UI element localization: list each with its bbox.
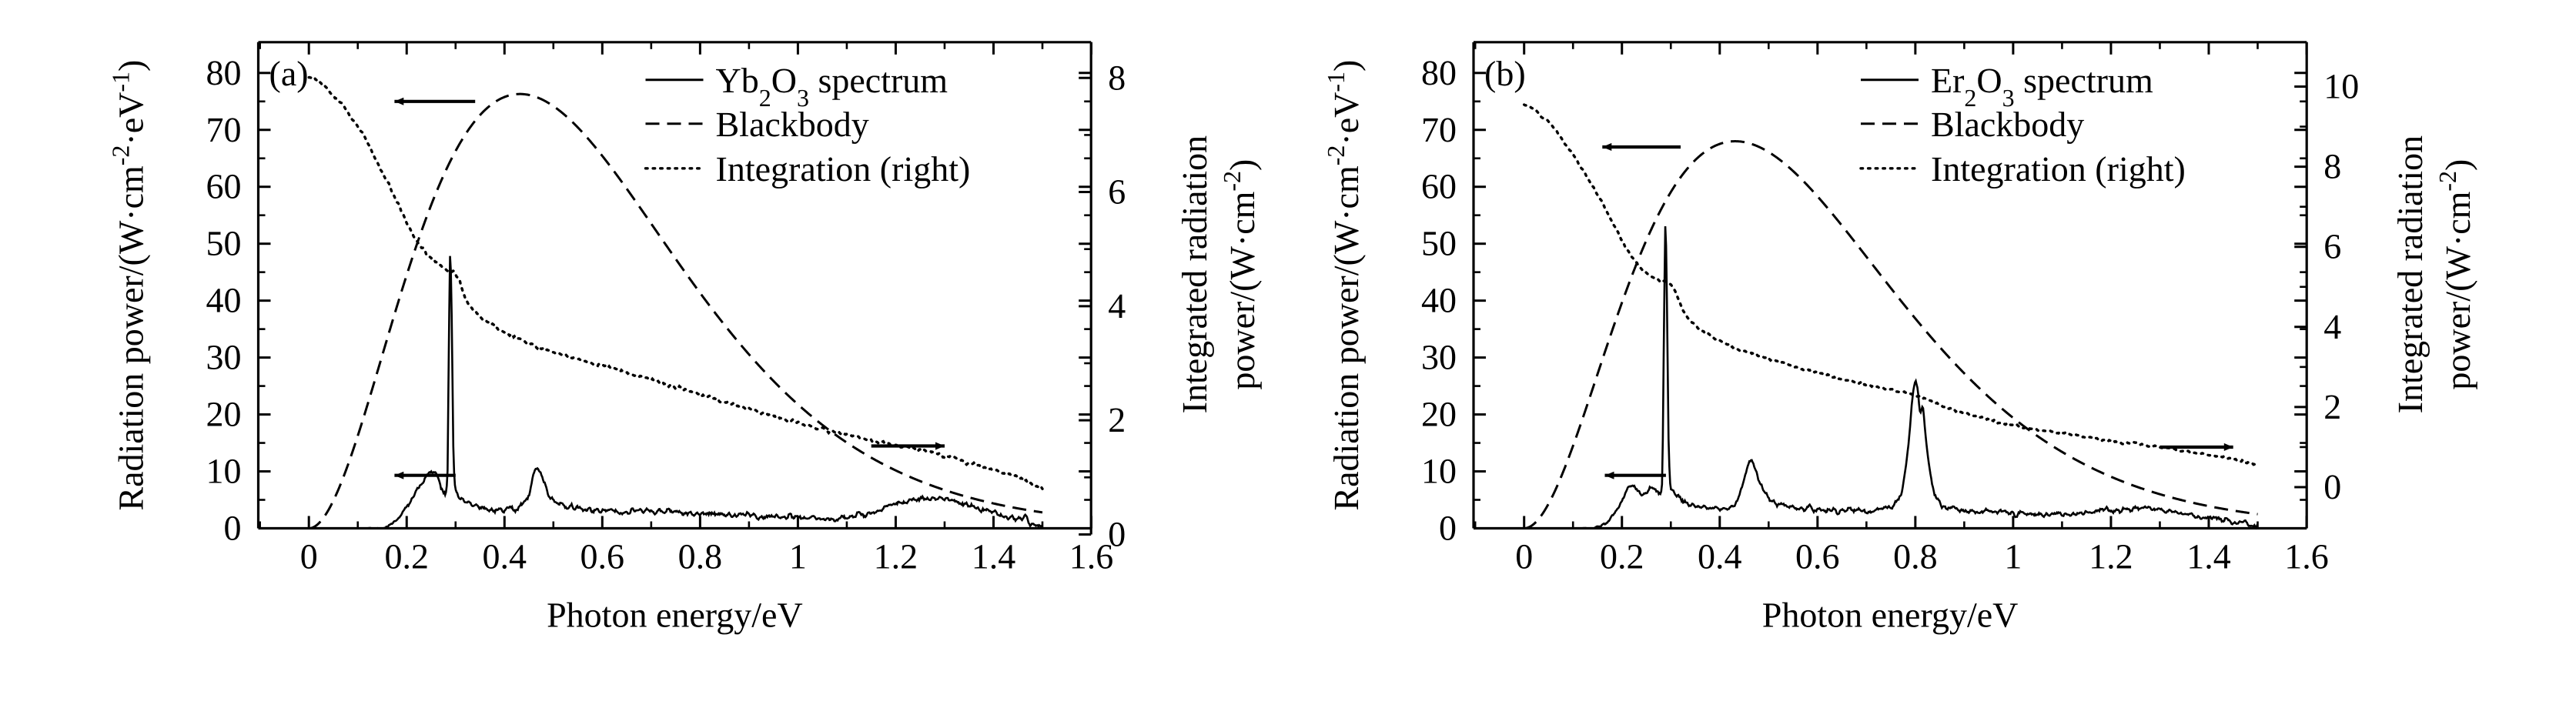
svg-text:30: 30 (1421, 338, 1457, 377)
svg-text:60: 60 (1421, 167, 1457, 206)
svg-text:0.8: 0.8 (1893, 537, 1938, 576)
svg-text:Radiation power/(W·cm-2·eV-1): Radiation power/(W·cm-2·eV-1) (1322, 60, 1366, 511)
svg-text:1.6: 1.6 (2284, 537, 2329, 576)
svg-text:40: 40 (1421, 281, 1457, 320)
svg-text:Photon energy/eV: Photon energy/eV (1762, 596, 2019, 635)
svg-text:1: 1 (789, 537, 807, 576)
svg-text:20: 20 (206, 395, 242, 434)
svg-text:40: 40 (206, 281, 242, 320)
svg-text:4: 4 (1108, 286, 1126, 326)
svg-text:power/(W·cm-2): power/(W·cm-2) (2434, 159, 2477, 390)
svg-text:Integrated radiation: Integrated radiation (2390, 135, 2430, 413)
svg-text:0: 0 (1515, 537, 1533, 576)
svg-text:1: 1 (2004, 537, 2022, 576)
svg-text:80: 80 (1421, 53, 1457, 92)
svg-text:0.6: 0.6 (580, 537, 625, 576)
svg-text:1.4: 1.4 (972, 537, 1016, 576)
svg-text:Blackbody: Blackbody (716, 105, 869, 144)
svg-text:0.6: 0.6 (1795, 537, 1840, 576)
svg-text:Radiation power/(W·cm-2·eV-1): Radiation power/(W·cm-2·eV-1) (107, 60, 151, 511)
svg-text:(b): (b) (1484, 54, 1526, 93)
svg-text:6: 6 (1108, 172, 1126, 212)
svg-text:0: 0 (224, 509, 242, 548)
svg-text:Integration (right): Integration (right) (1931, 149, 2186, 189)
svg-text:0.8: 0.8 (678, 537, 723, 576)
svg-text:0.4: 0.4 (1698, 537, 1742, 576)
svg-text:1.2: 1.2 (2089, 537, 2133, 576)
svg-text:8: 8 (1108, 58, 1126, 97)
svg-text:2: 2 (1108, 400, 1126, 439)
svg-text:10: 10 (206, 452, 242, 491)
svg-text:50: 50 (206, 224, 242, 263)
svg-text:70: 70 (1421, 110, 1457, 149)
svg-text:60: 60 (206, 167, 242, 206)
svg-text:80: 80 (206, 53, 242, 92)
svg-text:Integration (right): Integration (right) (716, 149, 971, 189)
svg-text:1.4: 1.4 (2186, 537, 2231, 576)
svg-text:70: 70 (206, 110, 242, 149)
svg-text:1.6: 1.6 (1069, 537, 1114, 576)
svg-text:0.4: 0.4 (483, 537, 527, 576)
svg-text:8: 8 (2323, 147, 2341, 186)
svg-text:50: 50 (1421, 224, 1457, 263)
svg-text:2: 2 (2323, 387, 2341, 426)
svg-text:Blackbody: Blackbody (1931, 105, 2084, 144)
svg-text:0: 0 (2323, 467, 2341, 506)
svg-text:20: 20 (1421, 395, 1457, 434)
svg-text:10: 10 (1421, 452, 1457, 491)
svg-text:1.2: 1.2 (874, 537, 918, 576)
svg-text:6: 6 (2323, 227, 2341, 266)
svg-text:power/(W·cm-2): power/(W·cm-2) (1218, 159, 1262, 390)
svg-text:0.2: 0.2 (1600, 537, 1644, 576)
svg-text:0.2: 0.2 (384, 537, 429, 576)
svg-text:Photon energy/eV: Photon energy/eV (547, 596, 803, 635)
svg-text:30: 30 (206, 338, 242, 377)
svg-text:(a): (a) (269, 54, 309, 93)
svg-text:0: 0 (1439, 509, 1457, 548)
svg-text:4: 4 (2323, 307, 2341, 346)
svg-text:Integrated radiation: Integrated radiation (1175, 135, 1214, 413)
svg-text:0: 0 (300, 537, 318, 576)
svg-text:10: 10 (2323, 67, 2359, 106)
